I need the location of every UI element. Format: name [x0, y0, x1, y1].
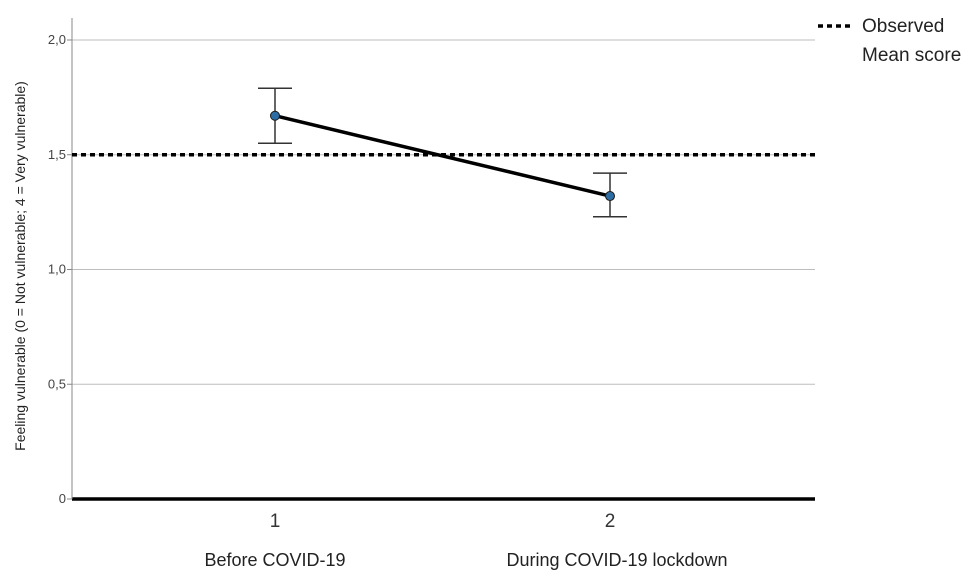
legend: Observed Mean score — [818, 16, 961, 66]
legend-label-line1: Observed — [862, 16, 944, 37]
grid-layer — [72, 39, 815, 501]
y-tick-labels: 0 0,5 1,0 1,5 2,0 — [48, 32, 72, 506]
category-label-0: Before COVID-19 — [204, 550, 345, 570]
y-tick-label-2: 1,0 — [48, 262, 66, 277]
y-tick-label-3: 1,5 — [48, 147, 66, 162]
y-tick-label-4: 2,0 — [48, 32, 66, 47]
legend-label-line2: Mean score — [862, 45, 961, 66]
data-point-1 — [605, 191, 615, 202]
y-tick-label-0: 0 — [59, 491, 66, 506]
category-labels: Before COVID-19 During COVID-19 lockdown — [204, 550, 727, 570]
category-label-1: During COVID-19 lockdown — [506, 550, 727, 570]
x-tick-label-1: 2 — [605, 511, 616, 532]
y-axis-label: Feeling vulnerable (0 = Not vulnerable; … — [12, 81, 28, 451]
series-layer — [258, 87, 627, 218]
x-tick-label-0: 1 — [270, 511, 281, 532]
data-point-0 — [270, 110, 280, 121]
series-line-0 — [274, 114, 611, 198]
y-tick-label-1: 0,5 — [48, 376, 66, 391]
